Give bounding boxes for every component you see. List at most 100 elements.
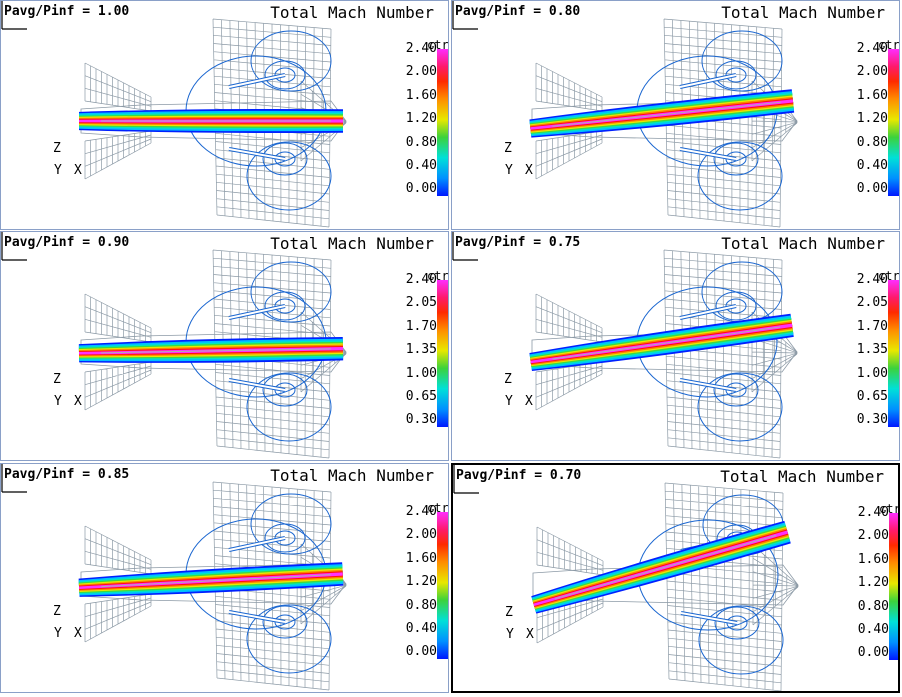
colorbar-tick-label: 0.00 (405, 181, 437, 197)
colorbar-tick-label: 0.00 (857, 645, 889, 661)
colorbar-tick-label: 0.00 (405, 644, 437, 660)
axis-triad-icon (1, 232, 27, 261)
axis-label-x: X (74, 394, 82, 409)
colorbar-caption: ctr (427, 38, 449, 52)
axis-triad-icon (1, 1, 27, 30)
pressure-ratio-label: Pavg/Pinf = 1.00 (4, 4, 130, 19)
colorbar-tick-label: 1.35 (405, 342, 437, 358)
pressure-ratio-label: Pavg/Pinf = 0.90 (4, 235, 130, 250)
colorbar-tick-label: 1.60 (405, 87, 437, 103)
mach-plot-panel-5[interactable]: Pavg/Pinf = 0.85 Total Mach Number ctr Z… (0, 463, 449, 693)
axis-label-z: Z (505, 605, 513, 620)
axis-triad-icon (452, 1, 478, 30)
colorbar (888, 280, 899, 427)
colorbar-tick-label: 0.65 (856, 389, 888, 404)
colorbar-caption: ctr (879, 502, 900, 516)
colorbar-tick-label: 0.80 (405, 597, 437, 613)
colorbar (437, 512, 448, 659)
axis-triad-icon (453, 465, 479, 494)
pressure-ratio-label: Pavg/Pinf = 0.80 (455, 4, 581, 19)
colorbar-tick-label: 0.40 (857, 622, 889, 637)
axis-label-y: Y (54, 626, 62, 641)
mach-plot-panel-1[interactable]: Pavg/Pinf = 1.00 Total Mach Number ctr Z… (0, 0, 449, 230)
plot-title: Total Mach Number (270, 234, 434, 253)
colorbar-tick-label: 2.00 (857, 528, 889, 544)
axis-label-z: Z (53, 604, 61, 619)
colorbar-caption: ctr (427, 501, 449, 515)
pressure-ratio-label: Pavg/Pinf = 0.70 (456, 468, 582, 483)
axis-label-x: X (74, 163, 82, 178)
axis-label-x: X (525, 394, 533, 409)
colorbar-tick-label: 2.00 (405, 527, 437, 543)
colorbar-tick-label: 1.70 (856, 318, 888, 334)
axis-label-z: Z (504, 372, 512, 387)
colorbar-tick-label: 2.00 (405, 64, 437, 80)
mach-plot-panel-6[interactable]: Pavg/Pinf = 0.70 Total Mach Number ctr Z… (451, 463, 900, 693)
colorbar-tick-label: 1.20 (857, 575, 889, 591)
axis-label-z: Z (53, 141, 61, 156)
colorbar-tick-label: 1.20 (405, 111, 437, 127)
colorbar-tick-label: 1.20 (856, 111, 888, 127)
colorbar-tick-label: 0.40 (405, 621, 437, 636)
axis-triad-icon (1, 464, 27, 493)
axis-label-y: Y (505, 394, 513, 409)
flow-field-plot (78, 249, 347, 459)
axis-label-z: Z (504, 141, 512, 156)
colorbar (889, 513, 898, 660)
colorbar (437, 49, 448, 196)
colorbar-tick-label: 2.05 (405, 295, 437, 311)
flow-field-plot (529, 249, 798, 459)
plot-title: Total Mach Number (270, 3, 434, 22)
colorbar-tick-label: 0.30 (856, 412, 888, 428)
colorbar (437, 280, 448, 427)
colorbar-tick-label: 0.30 (405, 412, 437, 428)
colorbar-tick-label: 0.40 (405, 158, 437, 173)
colorbar-tick-label: 1.35 (856, 342, 888, 358)
colorbar-tick-label: 2.40 (405, 41, 437, 56)
colorbar-tick-label: 1.00 (856, 365, 888, 381)
colorbar-tick-label: 2.40 (405, 272, 437, 287)
axis-label-z: Z (53, 372, 61, 387)
colorbar-tick-label: 2.05 (856, 295, 888, 311)
plot-title: Total Mach Number (721, 3, 885, 22)
flow-field-plot (529, 18, 798, 228)
plot-title: Total Mach Number (721, 234, 885, 253)
axis-label-y: Y (505, 163, 513, 178)
colorbar-tick-label: 1.60 (856, 87, 888, 103)
colorbar-tick-label: 2.40 (857, 505, 889, 520)
colorbar-tick-label: 2.40 (856, 41, 888, 56)
flow-field-plot (531, 482, 799, 691)
colorbar-caption: ctr (427, 269, 449, 283)
axis-label-x: X (74, 626, 82, 641)
colorbar-tick-label: 0.40 (856, 158, 888, 173)
colorbar-tick-label: 2.00 (856, 64, 888, 80)
colorbar-tick-label: 2.40 (856, 272, 888, 287)
axis-label-y: Y (54, 163, 62, 178)
colorbar-tick-label: 0.65 (405, 389, 437, 404)
axis-label-y: Y (54, 394, 62, 409)
pressure-ratio-label: Pavg/Pinf = 0.75 (455, 235, 581, 250)
axis-triad-icon (452, 232, 478, 261)
mach-plot-panel-2[interactable]: Pavg/Pinf = 0.80 Total Mach Number ctr Z… (451, 0, 900, 230)
mach-plot-panel-3[interactable]: Pavg/Pinf = 0.90 Total Mach Number ctr Z… (0, 231, 449, 461)
axis-label-y: Y (506, 627, 514, 642)
flow-field-plot (79, 18, 347, 228)
pressure-ratio-label: Pavg/Pinf = 0.85 (4, 467, 130, 482)
colorbar-tick-label: 1.60 (857, 551, 889, 567)
colorbar-caption: ctr (878, 38, 900, 52)
axis-label-x: X (525, 163, 533, 178)
mach-plot-panel-4[interactable]: Pavg/Pinf = 0.75 Total Mach Number ctr Z… (451, 231, 900, 461)
colorbar-tick-label: 1.20 (405, 574, 437, 590)
plot-title: Total Mach Number (720, 467, 884, 486)
colorbar-tick-label: 0.00 (856, 181, 888, 197)
colorbar-tick-label: 2.40 (405, 504, 437, 519)
colorbar-tick-label: 1.00 (405, 365, 437, 381)
colorbar-tick-label: 1.70 (405, 318, 437, 334)
flow-field-plot (78, 481, 347, 691)
plot-title: Total Mach Number (270, 466, 434, 485)
colorbar-tick-label: 0.80 (405, 134, 437, 150)
colorbar-caption: ctr (878, 269, 900, 283)
axis-label-x: X (526, 627, 534, 642)
colorbar-tick-label: 1.60 (405, 550, 437, 566)
